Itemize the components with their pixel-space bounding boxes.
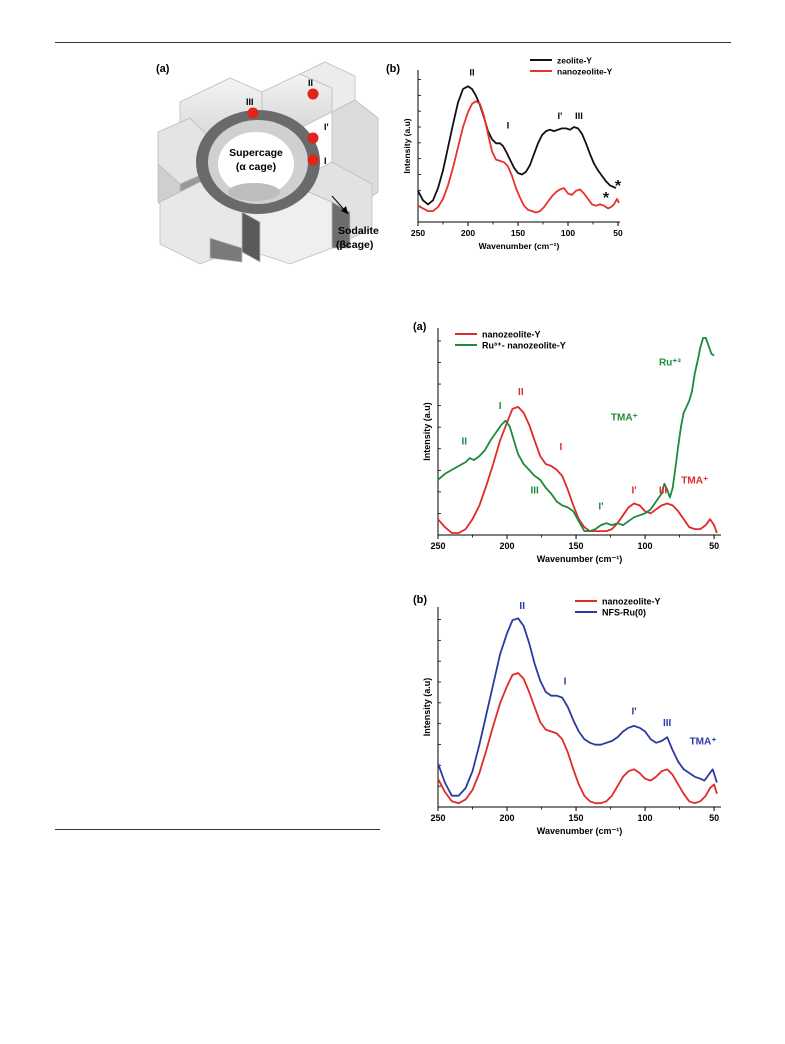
sodalite-sub-label: (βcage): [336, 239, 373, 251]
peak-annotation: III: [575, 111, 583, 122]
supercage-opening: [218, 132, 294, 196]
peak-annotation: III: [663, 718, 672, 729]
site-III-marker: [247, 107, 259, 119]
x-tick-label: 150: [511, 228, 525, 238]
series-line: [437, 617, 718, 797]
x-tick-label: 100: [638, 813, 653, 823]
peak-annotation: II: [519, 601, 525, 612]
x-tick-label: 200: [500, 541, 515, 551]
peak-annotation: Ru⁺³: [659, 357, 682, 368]
x-tick-label: 50: [709, 813, 719, 823]
far-ir-spectrum-ru-chart: 250 200 150 100 50 Wavenumber (cm⁻¹) Intensity…: [413, 321, 721, 564]
column-rule: [55, 829, 380, 830]
peak-annotation: I: [507, 120, 510, 131]
site-label: I: [324, 156, 327, 166]
legend-label: nanozeolite-Y: [557, 67, 613, 77]
peak-annotation: III: [659, 486, 668, 497]
panel-label: (b): [386, 63, 400, 75]
series-line: [437, 337, 715, 532]
peak-annotation: I': [631, 707, 636, 718]
series-line: [437, 672, 718, 805]
panel-label: (a): [413, 321, 427, 333]
peak-annotation: III: [530, 486, 539, 497]
top-rule: [55, 42, 731, 43]
y-axis-label: Intensity (a.u): [422, 402, 432, 461]
x-axis-label: Wavenumber (cm⁻¹): [537, 826, 622, 836]
legend-label: nanozeolite-Y: [602, 597, 661, 607]
sodalite-label: Sodalite: [338, 225, 379, 237]
x-axis-label: Wavenumber (cm⁻¹): [479, 241, 560, 251]
x-axis-label: Wavenumber (cm⁻¹): [537, 554, 622, 564]
peak-annotation: TMA⁺: [681, 476, 708, 487]
x-tick-label: 100: [638, 541, 653, 551]
peak-annotation: I': [598, 501, 603, 512]
legend-label: NFS-Ru(0): [602, 608, 646, 618]
site-I-marker: [307, 154, 319, 166]
x-tick-label: 100: [561, 228, 575, 238]
peak-annotation: *: [615, 178, 622, 195]
peak-annotation: TMA⁺: [690, 737, 717, 748]
panel-label: (b): [413, 594, 427, 606]
far-ir-spectrum-nfs-chart: 250 200 150 100 50 Wavenumber (cm⁻¹) Intensity…: [413, 594, 721, 836]
x-tick-label: 250: [430, 813, 445, 823]
supercage-label: Supercage: [229, 147, 283, 159]
site-I-prime-marker: [307, 132, 319, 144]
peak-annotation: II: [469, 67, 474, 78]
x-tick-label: 200: [500, 813, 515, 823]
peak-annotation: I': [631, 486, 636, 497]
peak-annotation: II: [518, 387, 524, 398]
x-tick-label: 250: [430, 541, 445, 551]
x-tick-label: 150: [569, 541, 584, 551]
panel-a-label: (a): [156, 63, 170, 75]
y-axis-label: Intensity (a.u): [422, 678, 432, 737]
far-ir-spectrum-zeolite-chart: 250 200 150 100 50 Wavenumber (cm⁻¹) Intensity…: [386, 56, 623, 252]
x-tick-label: 50: [613, 228, 623, 238]
peak-annotation: TMA⁺: [611, 413, 638, 424]
site-II-marker: [307, 88, 319, 100]
site-label: III: [246, 97, 254, 107]
legend-label: nanozeolite-Y: [482, 330, 541, 340]
peak-annotation: I: [559, 442, 562, 453]
peak-annotation: *: [603, 190, 610, 207]
supercage-sub-label: (α cage): [236, 161, 276, 173]
site-label: II: [308, 78, 313, 88]
series-line: [437, 406, 718, 534]
x-tick-label: 250: [411, 228, 425, 238]
site-label: I': [324, 122, 329, 132]
zeolite-framework-diagram: (a) Supercage (α cage) II III I' I Sodal…: [156, 61, 379, 265]
peak-annotation: II: [461, 436, 467, 447]
peak-annotation: I': [558, 111, 563, 122]
y-axis-label: Intensity (a.u): [402, 118, 412, 173]
x-tick-label: 150: [569, 813, 584, 823]
x-tick-label: 200: [461, 228, 475, 238]
peak-annotation: I: [499, 401, 502, 412]
x-tick-label: 50: [709, 541, 719, 551]
peak-annotation: I: [564, 676, 567, 687]
series-line: [417, 85, 617, 206]
legend-label: Ru³⁺- nanozeolite-Y: [482, 341, 566, 351]
legend-label: zeolite-Y: [557, 56, 592, 66]
series-line: [417, 100, 620, 214]
